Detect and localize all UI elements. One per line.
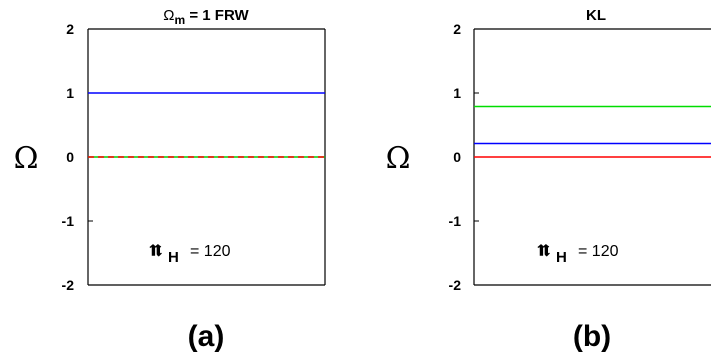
y-tick-label: -1 xyxy=(62,213,75,229)
y-tick-label: -1 xyxy=(449,213,462,229)
annotation-value: = 120 xyxy=(578,243,619,260)
y-tick-label: 1 xyxy=(66,85,74,101)
chart-panel-2: 2 1 0 -1 -2 KL Ω𝖓 H = 120 (b) xyxy=(386,7,711,353)
annotation-subscript: H xyxy=(168,249,179,266)
annotation-value: = 120 xyxy=(190,243,231,260)
y-tick-label: -2 xyxy=(62,277,75,293)
y-axis-label: Ω xyxy=(386,141,411,176)
annotation-symbol: 𝖓 xyxy=(537,236,550,262)
y-tick-label: 0 xyxy=(453,149,461,165)
panel-caption: (b) xyxy=(573,320,611,353)
y-tick-label: 1 xyxy=(453,85,461,101)
y-tick-label: -2 xyxy=(449,277,462,293)
y-tick-label: 2 xyxy=(453,21,461,37)
chart-title: KL xyxy=(586,7,606,24)
y-tick-label: 0 xyxy=(66,149,74,165)
y-tick-label: 2 xyxy=(66,21,74,37)
title-subscript: m xyxy=(175,13,186,27)
chart-title: Ωm = 1 FRW xyxy=(163,7,249,27)
title-symbol: Ω xyxy=(163,7,174,24)
annotation-symbol: 𝖓 xyxy=(149,236,162,262)
y-axis-label: Ω xyxy=(14,141,39,176)
annotation-subscript: H xyxy=(556,249,567,266)
title-text: = 1 FRW xyxy=(185,7,249,24)
panel-caption: (a) xyxy=(188,320,225,353)
